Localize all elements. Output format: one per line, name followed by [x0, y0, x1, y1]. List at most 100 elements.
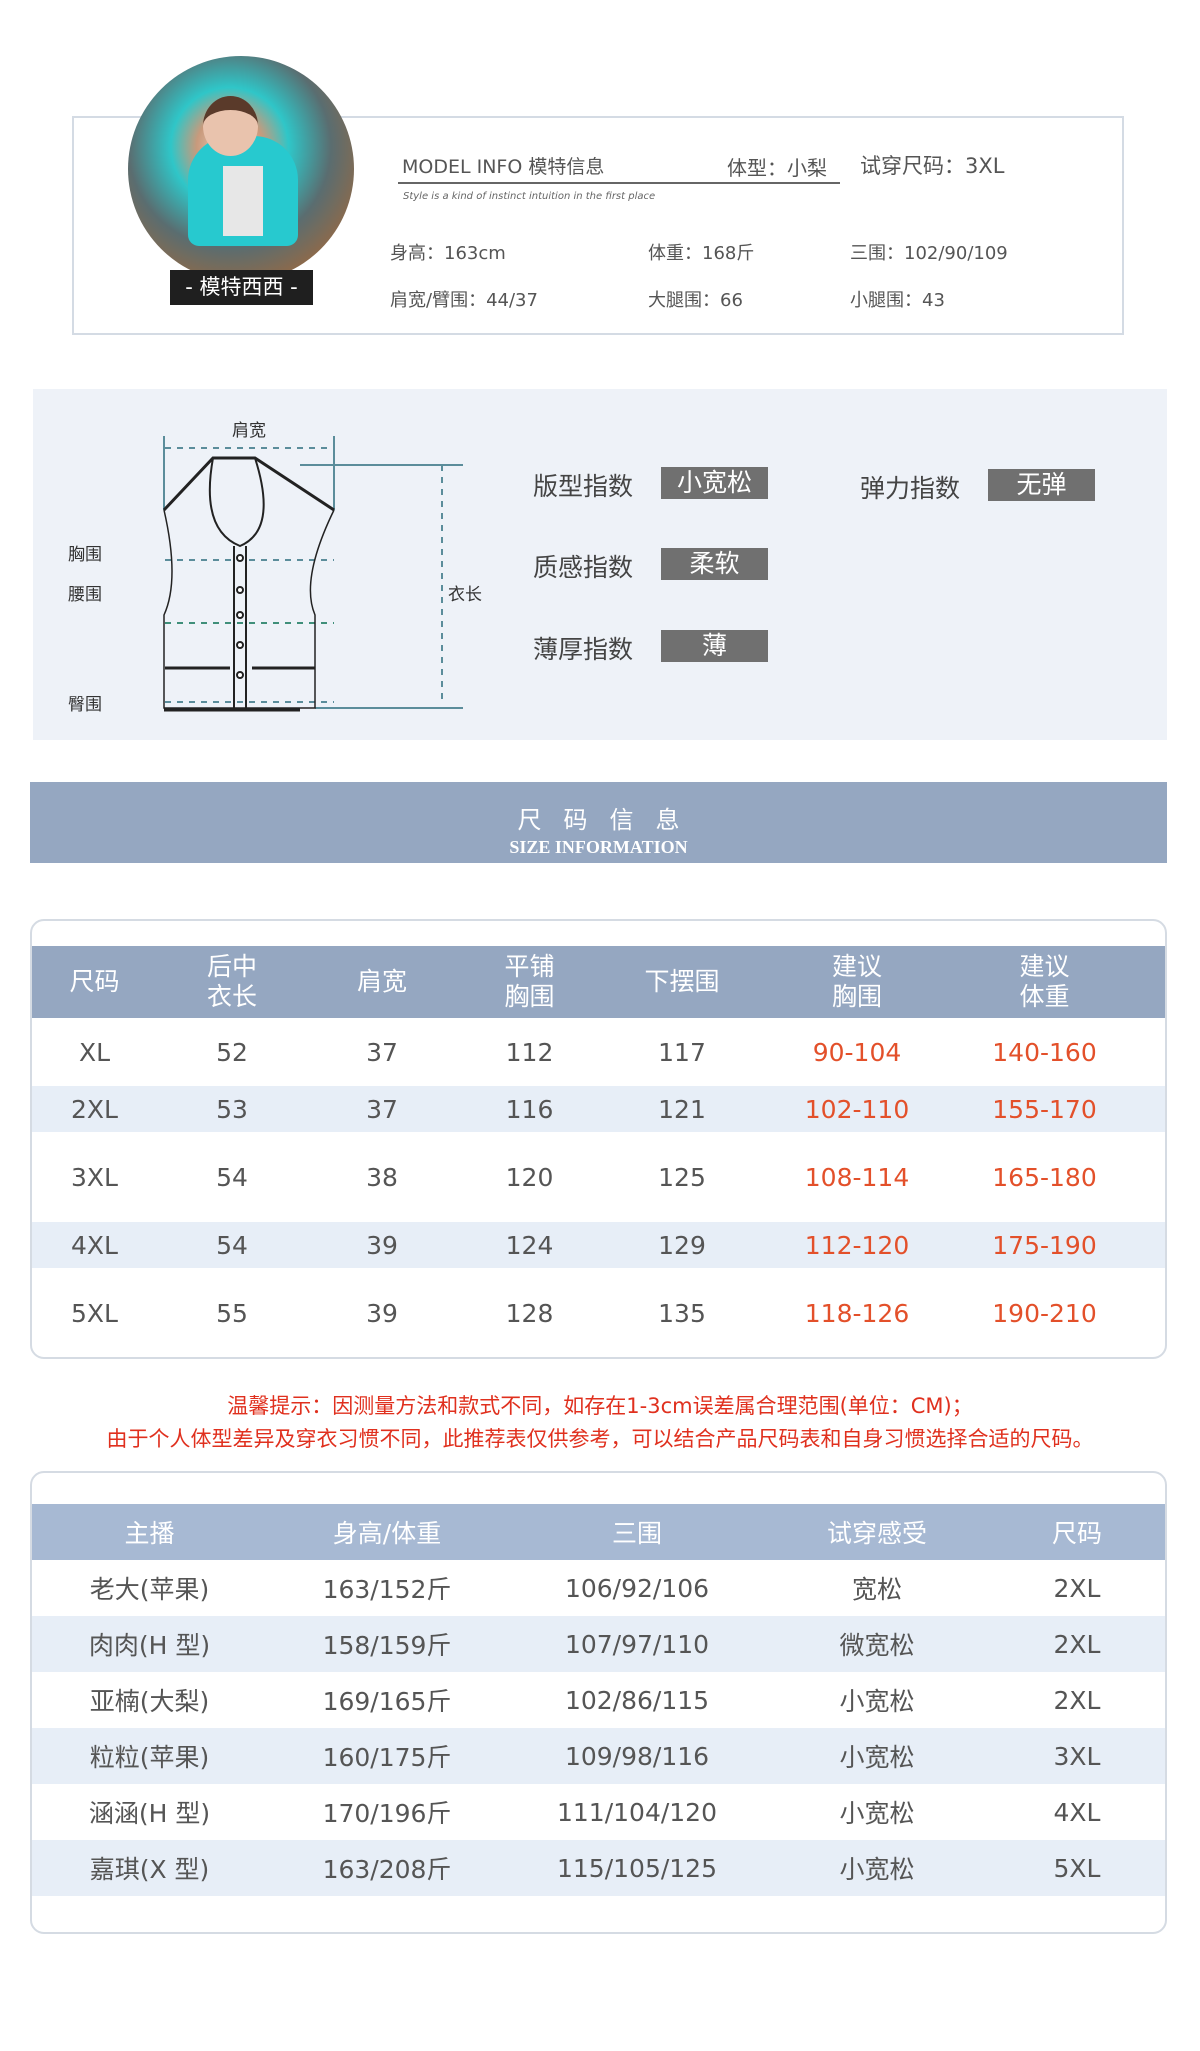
tryon-cell: 163/152斤	[322, 1575, 452, 1604]
tryon-cell: 宽松	[851, 1575, 902, 1604]
size-cell: 52	[216, 1037, 248, 1067]
size-cell: 135	[658, 1298, 706, 1328]
model-photo	[128, 56, 354, 282]
label-shoulder: 肩宽	[232, 421, 266, 441]
tryon-cell: 170/196斤	[322, 1799, 452, 1828]
size-cell: 190-210	[992, 1298, 1097, 1328]
tryon-cell: 160/175斤	[322, 1743, 452, 1772]
stat-weight: 体重：168斤	[648, 243, 755, 264]
tryon-table-row: 肉肉(H 型) 158/159斤 107/97/110 微宽松 2XL	[32, 1616, 1165, 1672]
note-line-2: 由于个人体型差异及穿衣习惯不同，此推荐表仅供参考，可以结合产品尺码表和自身习惯选…	[106, 1427, 1094, 1451]
tryon-cell: 107/97/110	[564, 1629, 710, 1659]
tryon-cell: 小宽松	[839, 1855, 915, 1884]
label-length: 衣长	[448, 585, 482, 605]
tryon-cell: 163/208斤	[322, 1855, 452, 1884]
size-cell: 54	[216, 1230, 248, 1260]
try-size: 试穿尺码：3XL	[860, 154, 1005, 178]
size-header-cell: 肩宽	[356, 967, 407, 996]
tryon-cell: 102/86/115	[564, 1685, 710, 1715]
banner-title-en: SIZE INFORMATION	[509, 837, 688, 857]
stat-measurements: 三围：102/90/109	[850, 243, 1008, 264]
tryon-cell: 涵涵(H 型)	[88, 1799, 211, 1828]
size-cell: 125	[658, 1162, 706, 1192]
label-hip: 臀围	[68, 695, 102, 715]
fabric-info-section	[33, 389, 1167, 740]
size-cell: 3XL	[71, 1162, 118, 1192]
slogan: Style is a kind of instinct intuition in…	[403, 191, 656, 202]
tryon-cell: 亚楠(大梨)	[89, 1687, 210, 1716]
tryon-cell: 嘉琪(X 型)	[89, 1855, 210, 1884]
size-cell: 53	[216, 1094, 248, 1124]
texture-index-label: 质感指数	[533, 553, 634, 582]
stat-thigh: 大腿围：66	[648, 290, 743, 311]
size-cell: 38	[366, 1162, 398, 1192]
size-header-cell: 建议 体重	[1019, 952, 1070, 1011]
banner-title-cn: 尺码信息	[517, 806, 702, 834]
size-cell: 39	[366, 1230, 398, 1260]
size-cell: 90-104	[812, 1037, 902, 1067]
tryon-cell: 106/92/106	[564, 1573, 710, 1603]
size-cell: XL	[78, 1037, 111, 1067]
size-cell: 112	[505, 1037, 554, 1067]
size-table-row: XL 52 37 112 117 90-104 140-160	[32, 1018, 1165, 1086]
size-header-cell: 建议 胸围	[831, 952, 882, 1011]
size-cell: 124	[505, 1230, 554, 1260]
tryon-header-cell: 身高/体重	[332, 1519, 442, 1548]
tryon-header-cell: 试穿感受	[826, 1519, 927, 1548]
note-line-1: 温馨提示：因测量方法和款式不同，如存在1-3cm误差属合理范围(单位：CM)；	[227, 1394, 973, 1418]
label-waist: 腰围	[68, 585, 102, 605]
tryon-cell: 5XL	[1053, 1853, 1101, 1883]
tryon-cell: 肉肉(H 型)	[88, 1631, 211, 1660]
size-cell: 121	[658, 1094, 706, 1124]
title-underline	[398, 182, 840, 184]
tryon-cell: 2XL	[1053, 1685, 1101, 1715]
size-cell: 155-170	[992, 1094, 1097, 1124]
size-cell: 55	[216, 1298, 248, 1328]
size-cell: 165-180	[992, 1162, 1097, 1192]
label-chest: 胸围	[68, 545, 102, 565]
thickness-index-label: 薄厚指数	[533, 635, 634, 664]
tryon-table-header: 主播 身高/体重 三围 试穿感受 尺码	[32, 1504, 1165, 1560]
size-table: 尺码 后中 衣长 肩宽 平铺 胸围 下摆围 建议 胸围 建议 体重 XL 52 37 112 117 90-10…	[30, 919, 1167, 1359]
tryon-cell: 小宽松	[839, 1687, 915, 1716]
model-name-tag: - 模特西西 -	[170, 270, 313, 305]
tryon-table-row: 亚楠(大梨) 169/165斤 102/86/115 小宽松 2XL	[32, 1672, 1165, 1728]
size-table-row: 3XL 54 38 120 125 108-114 165-180	[32, 1132, 1165, 1222]
size-cell: 116	[505, 1094, 554, 1124]
tryon-table-row: 涵涵(H 型) 170/196斤 111/104/120 小宽松 4XL	[32, 1784, 1165, 1840]
tryon-cell: 4XL	[1053, 1797, 1101, 1827]
size-cell: 140-160	[992, 1037, 1097, 1067]
tryon-cell: 微宽松	[839, 1631, 915, 1660]
size-header-cell: 下摆围	[644, 967, 720, 996]
tryon-cell: 小宽松	[839, 1799, 915, 1828]
size-cell: 37	[366, 1037, 398, 1067]
tryon-cell: 老大(苹果)	[89, 1575, 210, 1604]
size-table-header: 尺码 后中 衣长 肩宽 平铺 胸围 下摆围 建议 胸围 建议 体重	[32, 946, 1165, 1018]
model-info-title: MODEL INFO 模特信息	[402, 156, 605, 178]
size-header-cell: 尺码	[69, 967, 120, 996]
size-table-row: 5XL 55 39 128 135 118-126 190-210	[32, 1268, 1165, 1357]
tryon-header-cell: 主播	[124, 1519, 175, 1548]
stretch-index-label: 弹力指数	[860, 474, 961, 503]
size-table-row: 4XL 54 39 124 129 112-120 175-190	[32, 1222, 1165, 1268]
fit-index-label: 版型指数	[533, 472, 634, 501]
size-cell: 120	[505, 1162, 554, 1192]
size-cell: 108-114	[804, 1162, 910, 1192]
vest-diagram	[162, 436, 463, 712]
model-info-card	[72, 116, 1124, 335]
size-cell: 112-120	[804, 1230, 910, 1260]
tryon-table-row: 老大(苹果) 163/152斤 106/92/106 宽松 2XL	[32, 1560, 1165, 1616]
size-cell: 4XL	[71, 1230, 118, 1260]
size-cell: 128	[505, 1298, 554, 1328]
stat-shoulder-arm: 肩宽/臂围：44/37	[390, 290, 538, 311]
size-info-banner: 尺码信息 SIZE INFORMATION	[30, 782, 1167, 863]
tryon-cell: 2XL	[1053, 1573, 1101, 1603]
tryon-cell: 3XL	[1053, 1741, 1101, 1771]
tryon-header-cell: 三围	[611, 1519, 662, 1548]
texture-index-value: 柔软	[661, 548, 768, 580]
stat-height: 身高：163cm	[390, 243, 506, 264]
tryon-table: 主播 身高/体重 三围 试穿感受 尺码老大(苹果) 163/152斤 106/92/106 宽…	[30, 1471, 1167, 1934]
tryon-header-cell: 尺码	[1051, 1519, 1102, 1548]
size-cell: 54	[216, 1162, 248, 1192]
tryon-table-row: 粒粒(苹果) 160/175斤 109/98/116 小宽松 3XL	[32, 1728, 1165, 1784]
